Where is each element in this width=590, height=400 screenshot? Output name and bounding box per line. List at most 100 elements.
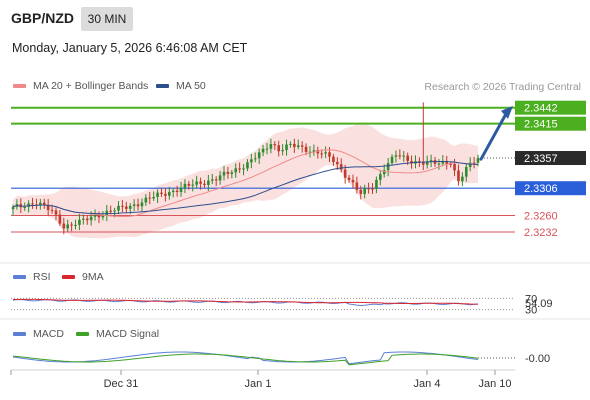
candle-body	[250, 159, 253, 163]
legend-swatch	[156, 84, 169, 89]
candle-body	[359, 189, 363, 194]
candle-body	[62, 223, 66, 229]
candle-body	[218, 175, 222, 181]
candle-body	[445, 160, 449, 164]
candle-body	[406, 155, 409, 161]
candle-body	[210, 179, 214, 181]
bollinger-bands	[13, 122, 478, 239]
candle-body	[125, 206, 128, 209]
legend-item-rsi: RSI	[13, 271, 51, 283]
candle-body	[230, 172, 234, 174]
candle-body	[441, 160, 445, 164]
candle-body	[242, 168, 245, 170]
candle-body	[11, 206, 15, 210]
candle-body	[336, 161, 339, 165]
price-tick-label: 2.3306	[524, 183, 558, 195]
candle-body	[31, 203, 34, 205]
candle-body	[171, 190, 175, 193]
candle-body	[195, 181, 198, 185]
candle-body	[89, 216, 93, 221]
candle-body	[332, 156, 335, 162]
candle-body	[50, 209, 54, 211]
legend-label: MACD	[33, 328, 64, 340]
candle-body	[421, 162, 425, 165]
candle-body	[351, 179, 355, 183]
candle-body	[191, 184, 195, 186]
rsi-tick-label: 70	[525, 293, 537, 305]
candle-body	[238, 168, 241, 170]
candle-body	[199, 181, 202, 184]
research-credit: Research © 2026 Trading Central	[424, 81, 581, 93]
rsi-9ma-line	[13, 298, 479, 305]
legend-label: RSI	[33, 271, 51, 283]
candle-body	[457, 170, 460, 182]
macd-signal-line	[12, 353, 479, 366]
candle-body	[203, 183, 206, 186]
candle-body	[363, 188, 366, 194]
candle-body	[148, 197, 152, 199]
price-label-box	[515, 100, 586, 115]
forecast-arrow	[479, 105, 513, 161]
candle-body	[183, 183, 187, 188]
candle-body	[461, 176, 464, 182]
macd-line	[12, 351, 479, 365]
candle-body	[74, 224, 77, 226]
candle-body	[347, 177, 351, 180]
candle-body	[308, 151, 312, 153]
symbol-title: GBP/NZD	[11, 10, 74, 26]
candle-body	[117, 205, 120, 211]
candle-body	[339, 164, 343, 170]
candle-body	[226, 171, 230, 174]
candle-body	[312, 150, 316, 152]
macd-tick-label: -0.00	[525, 353, 550, 365]
legend-swatch	[62, 275, 75, 280]
candle-body	[293, 143, 296, 148]
candle-body	[42, 202, 46, 205]
candle-body	[222, 171, 226, 176]
candle-body	[437, 163, 441, 165]
legend-item-ma50: MA 50	[156, 80, 206, 92]
candle-body	[468, 162, 472, 167]
candle-body	[464, 166, 468, 177]
candle-body	[328, 152, 331, 157]
candle-body	[382, 170, 386, 175]
legend-item-ma20: MA 20 + Bollinger Bands	[13, 80, 148, 92]
forecast-arrow-head	[501, 105, 513, 119]
price-label-box	[515, 116, 586, 131]
price-labels: 2.3442 2.3415 2.3357 2.3306 2.3260 2.3232	[515, 100, 586, 239]
candle-body	[140, 202, 144, 207]
candle-body	[214, 179, 218, 181]
candle-body	[273, 144, 277, 146]
candle-body	[152, 196, 155, 199]
candle-body	[160, 192, 163, 194]
candle-body	[97, 215, 101, 218]
interval-button[interactable]: 30 MIN	[81, 7, 133, 31]
candle-body	[304, 146, 308, 152]
legend-label: MA 50	[176, 80, 206, 92]
candle-body	[54, 210, 58, 215]
forecast-arrow-shaft	[479, 112, 508, 161]
legend-item-rsi-9ma: 9MA	[62, 271, 104, 283]
legend-label: 9MA	[82, 271, 104, 283]
candle-body	[121, 205, 124, 207]
price-tick-label: 2.3260	[524, 210, 558, 222]
candle-body	[101, 215, 105, 218]
candle-body	[187, 183, 191, 186]
rsi-tick-label: 30	[525, 305, 537, 317]
legend-swatch	[13, 84, 26, 89]
x-tick-label: Dec 31	[104, 378, 139, 390]
candle-body	[168, 192, 171, 196]
candle-body	[402, 155, 406, 157]
legend-label: MA 20 + Bollinger Bands	[33, 80, 149, 92]
legend-item-macd: MACD	[13, 328, 64, 340]
candle-body	[277, 145, 281, 152]
price-label-box	[515, 151, 586, 166]
bollinger-band-area	[13, 122, 478, 239]
candle-body	[289, 143, 292, 145]
candle-body	[320, 153, 323, 155]
candle-body	[144, 197, 148, 203]
candle-body	[386, 163, 390, 171]
candle-body	[128, 205, 132, 209]
candle-body	[316, 150, 320, 154]
